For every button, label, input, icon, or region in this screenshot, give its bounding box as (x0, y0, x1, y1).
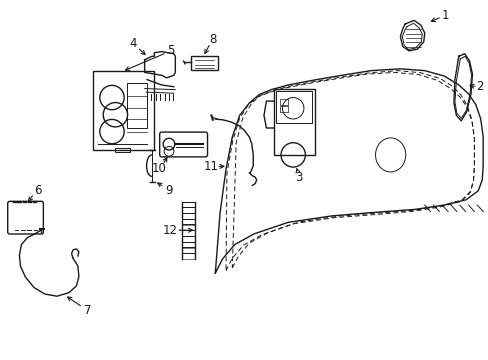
Text: 2: 2 (475, 80, 483, 93)
Bar (93, 71, 154, 149)
Text: 6: 6 (34, 184, 41, 197)
Bar (115, 148, 130, 152)
Text: 4: 4 (129, 36, 137, 50)
Text: 5: 5 (166, 44, 174, 57)
Text: 8: 8 (209, 33, 216, 46)
Text: 10: 10 (151, 162, 166, 175)
Bar (279, 107, 288, 112)
Text: 11: 11 (203, 160, 219, 173)
Text: 9: 9 (165, 184, 172, 197)
Text: 3: 3 (295, 171, 302, 184)
Text: 7: 7 (84, 305, 91, 318)
Bar (190, 56, 217, 70)
Bar (126, 83, 147, 128)
Bar (279, 99, 288, 105)
Text: 12: 12 (163, 224, 178, 237)
Bar (276, 91, 311, 123)
Text: 1: 1 (441, 9, 448, 22)
